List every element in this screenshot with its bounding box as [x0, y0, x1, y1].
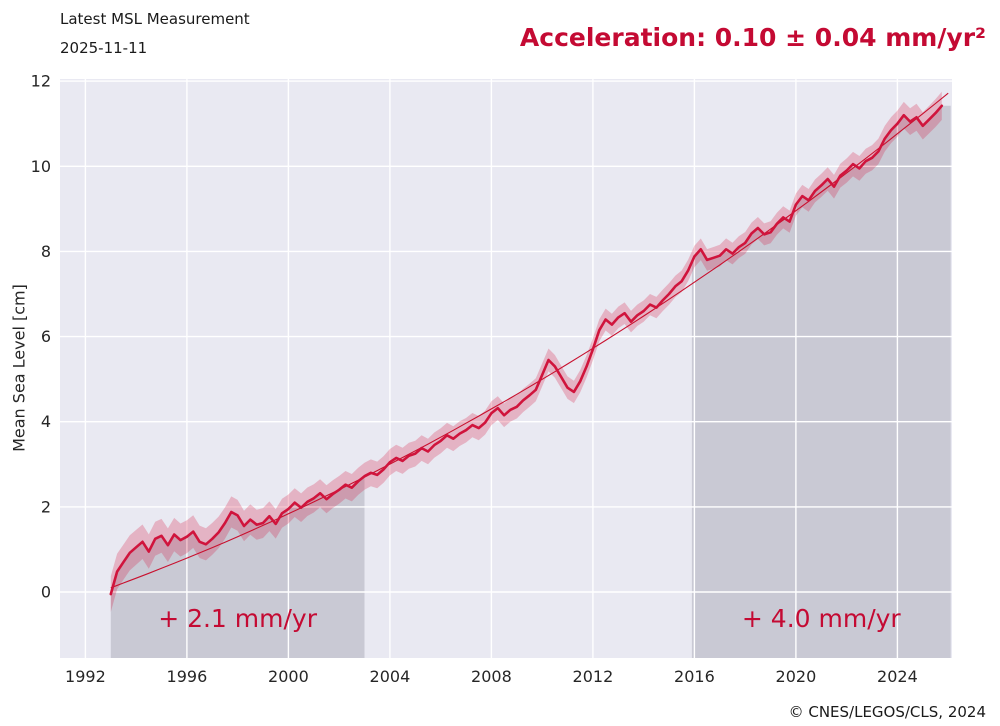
y-tick-label: 8 [41, 242, 51, 261]
x-tick-label: 1996 [167, 667, 208, 686]
latest-measurement-header: Latest MSL Measurement 2025-11-11 [60, 5, 250, 63]
x-tick-label: 2020 [776, 667, 817, 686]
msl-line [109, 104, 944, 596]
copyright-credit: © CNES/LEGOS/CLS, 2024 [788, 703, 986, 721]
rate-label: + 4.0 mm/yr [742, 604, 902, 633]
x-tick-label: 1992 [65, 667, 106, 686]
y-tick-label: 10 [31, 157, 51, 176]
x-tick-label: 2000 [268, 667, 309, 686]
x-tick-label: 2024 [877, 667, 918, 686]
trend-period-shade [110, 476, 365, 658]
y-tick-label: 6 [41, 327, 51, 346]
x-tick-label: 2004 [370, 667, 411, 686]
plot-background [60, 79, 952, 658]
y-tick-label: 2 [41, 497, 51, 516]
y-tick-label: 0 [41, 583, 51, 602]
measurement-label: Latest MSL Measurement [60, 10, 250, 28]
x-tick-label: 2016 [674, 667, 715, 686]
x-tick-label: 2008 [471, 667, 512, 686]
trend-period-shade [691, 105, 951, 659]
acceleration-label: Acceleration: 0.10 ± 0.04 mm/yr² [519, 23, 986, 52]
y-tick-label: 12 [31, 72, 51, 91]
rate-label: + 2.1 mm/yr [158, 604, 318, 633]
x-tick-label: 2012 [573, 667, 614, 686]
measurement-date: 2025-11-11 [60, 39, 148, 57]
uncertainty-band [110, 91, 942, 613]
y-tick-label: 4 [41, 412, 51, 431]
